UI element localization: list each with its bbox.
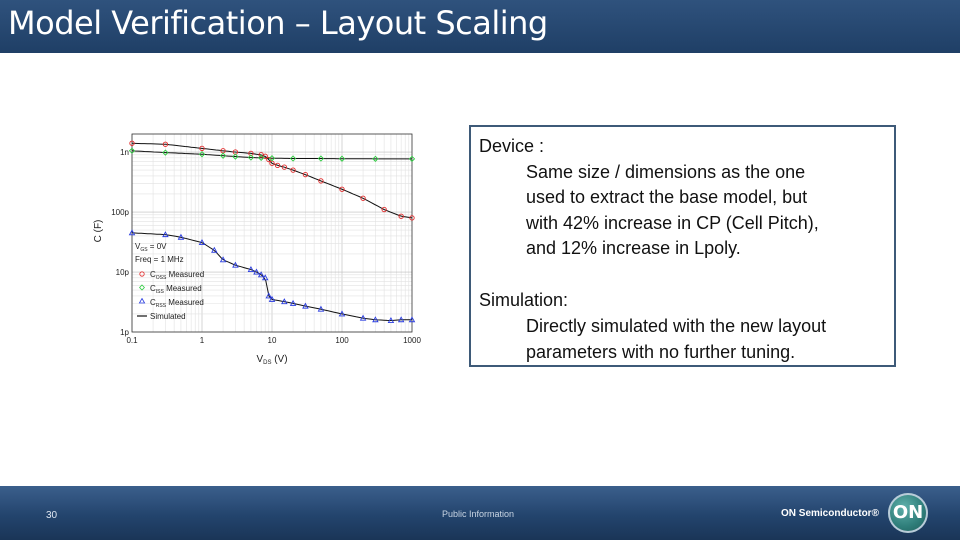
point-ciss — [258, 154, 265, 162]
y-axis-label: C (F) — [93, 220, 104, 243]
device-line-4: and 12% increase in Lpoly. — [526, 238, 741, 258]
chart-grid — [131, 133, 412, 333]
capacitance-chart: 0.1 1 10 100 1000 1n 100p 10p 1p C (F) VDS (V) V… — [93, 133, 421, 366]
point-coss — [162, 141, 169, 147]
point-crss — [211, 246, 218, 253]
point-coss — [262, 153, 268, 159]
point-crss — [162, 231, 169, 238]
point-crss — [247, 265, 255, 272]
x-tick-label: 100 — [335, 336, 349, 345]
point-coss — [360, 195, 366, 201]
logo-text: ON — [892, 502, 924, 523]
chart-ticks: 0.1 1 10 100 1000 1n 100p 10p 1p — [111, 148, 421, 345]
point-crss — [253, 268, 260, 275]
device-line-3: with 42% increase in CP (Cell Pitch), — [526, 213, 819, 233]
legend-marker-ciss — [139, 284, 145, 291]
x-tick-label: 10 — [268, 336, 277, 345]
point-coss — [381, 206, 387, 213]
point-ciss — [372, 155, 379, 163]
point-crss — [265, 292, 273, 299]
device-heading: Device : — [479, 136, 545, 156]
condition-vgs: VGS = 0V — [135, 242, 167, 253]
simulation-heading: Simulation: — [479, 290, 569, 310]
point-ciss — [338, 155, 346, 162]
data-marks — [128, 140, 416, 324]
simulation-line-1: Directly simulated with the new layout — [526, 316, 827, 336]
point-ciss — [247, 154, 255, 161]
y-tick-label: 100p — [111, 208, 129, 217]
point-coss — [129, 140, 135, 146]
point-crss — [387, 317, 395, 324]
point-crss — [397, 316, 405, 323]
point-crss — [219, 256, 227, 263]
point-coss — [339, 186, 345, 192]
legend-marker-coss — [139, 271, 145, 277]
description-box: Device : Same size / dimensions as the o… — [469, 125, 896, 367]
point-crss — [198, 239, 206, 245]
x-tick-label: 1000 — [403, 336, 421, 345]
point-crss — [359, 314, 367, 321]
page-number: 30 — [46, 510, 58, 521]
point-coss — [302, 172, 309, 178]
condition-freq: Freq = 1 MHz — [135, 255, 184, 264]
y-tick-label: 1p — [120, 328, 129, 337]
chart-conditions: VGS = 0V Freq = 1 MHz — [135, 242, 184, 264]
simulation-line-2: parameters with no further tuning. — [526, 342, 796, 362]
point-crss — [177, 233, 185, 240]
point-crss — [317, 305, 325, 312]
point-crss — [408, 316, 416, 323]
point-ciss — [408, 155, 416, 163]
point-ciss — [268, 155, 276, 162]
point-ciss — [162, 149, 169, 156]
point-crss — [128, 229, 136, 236]
point-ciss — [128, 147, 136, 154]
point-ciss — [289, 155, 297, 162]
point-coss — [409, 215, 415, 221]
point-ciss — [198, 151, 206, 158]
point-ciss — [317, 155, 325, 162]
chart-legend: COSS Measured CISS Measured CRSS Measure… — [137, 270, 204, 321]
device-line-1: Same size / dimensions as the one — [526, 162, 806, 182]
legend-label-coss: COSS Measured — [150, 270, 204, 281]
simulated-line-crss — [131, 232, 412, 322]
footer-bar: 30 Public Information ON Semiconductor® … — [0, 486, 960, 540]
point-coss — [398, 213, 404, 219]
point-ciss — [232, 153, 239, 160]
point-crss — [257, 271, 265, 278]
point-coss — [290, 167, 296, 173]
public-information-label: Public Information — [442, 509, 515, 519]
on-semiconductor-logo: ON — [888, 493, 928, 533]
point-crss — [281, 298, 288, 305]
point-crss — [338, 310, 346, 317]
point-crss — [261, 274, 269, 281]
point-coss — [199, 145, 205, 152]
point-crss — [232, 261, 239, 268]
page-title: Model Verification – Layout Scaling — [8, 4, 548, 42]
x-tick-label: 1 — [200, 336, 205, 345]
point-crss — [268, 295, 276, 302]
point-coss — [274, 162, 281, 169]
point-coss — [281, 164, 287, 170]
point-ciss — [219, 152, 227, 159]
legend-label-crss: CRSS Measured — [150, 298, 204, 309]
point-crss — [289, 299, 297, 306]
simulated-line-ciss — [131, 150, 412, 160]
legend-label-simulated: Simulated — [150, 312, 186, 321]
point-coss — [318, 178, 324, 184]
y-tick-label: 1n — [120, 148, 129, 157]
legend-label-ciss: CISS Measured — [150, 284, 202, 295]
legend-marker-crss — [138, 297, 146, 304]
point-crss — [302, 302, 309, 309]
x-axis-label: VDS (V) — [256, 354, 287, 366]
device-line-2: used to extract the base model, but — [526, 187, 808, 207]
brand-name: ON Semiconductor® — [781, 508, 879, 519]
y-tick-label: 10p — [116, 268, 130, 277]
x-tick-label: 0.1 — [126, 336, 138, 345]
title-bar: Model Verification – Layout Scaling — [0, 0, 960, 53]
point-crss — [372, 316, 379, 323]
